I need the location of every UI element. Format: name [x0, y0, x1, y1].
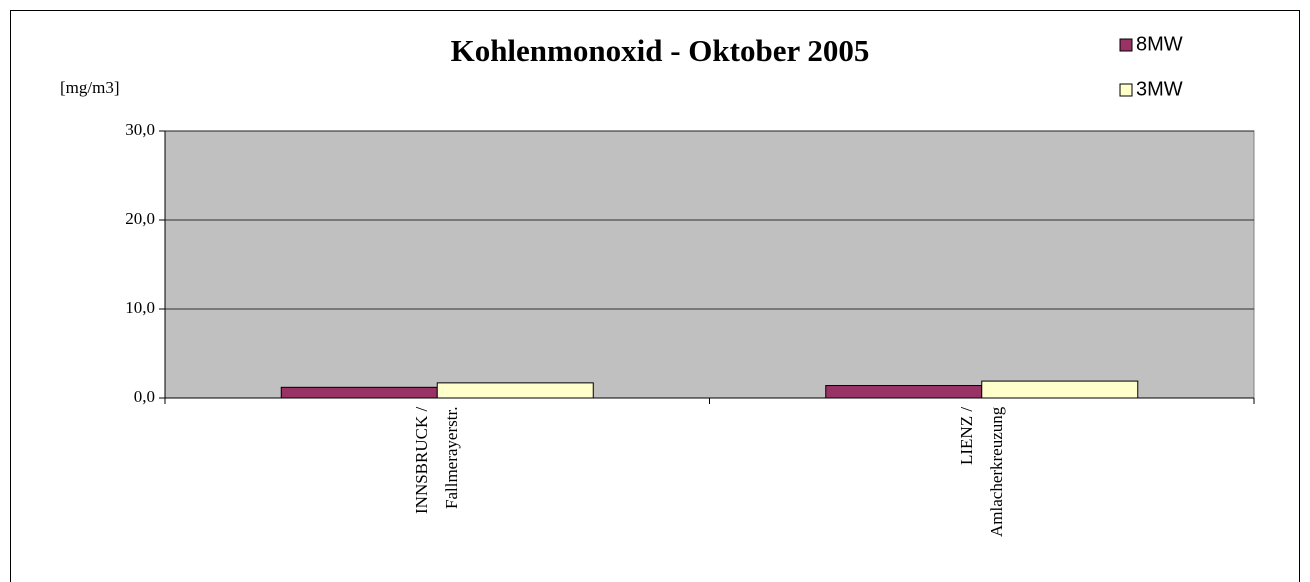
bar [280, 386, 438, 399]
y-tick-label: 10,0 [125, 298, 155, 317]
y-tick-label: 30,0 [125, 120, 155, 139]
y-tick-label: 0,0 [134, 387, 155, 406]
plot-area [164, 130, 1255, 399]
x-tick-label: LIENZ / Amlacherkreuzung [956, 407, 1006, 538]
chart-title: Kohlenmonoxid - Oktober 2005 [451, 33, 870, 68]
bar [825, 385, 983, 399]
bar [981, 380, 1139, 399]
bar [436, 382, 594, 399]
legend-label: 8MW [1136, 33, 1183, 55]
x-tick-label: INNSBRUCK / Fallmerayerstr. [412, 407, 462, 515]
legend-label: 3MW [1136, 78, 1183, 100]
legend-swatch [1119, 38, 1133, 52]
y-tick-label: 20,0 [125, 209, 155, 228]
legend-swatch [1119, 83, 1133, 97]
y-axis-label: [mg/m3] [60, 78, 120, 97]
